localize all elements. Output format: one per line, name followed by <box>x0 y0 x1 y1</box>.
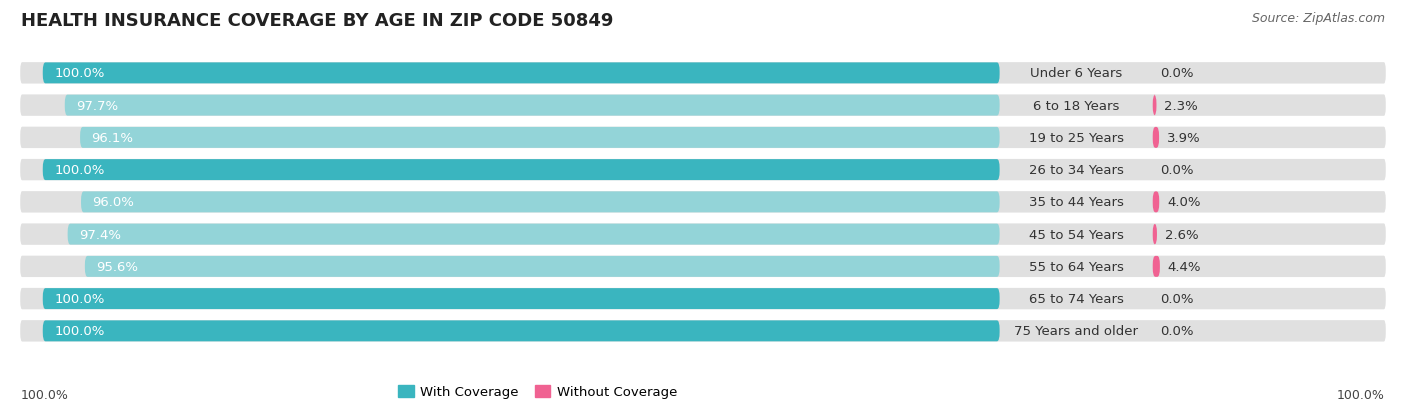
Text: 0.0%: 0.0% <box>1160 292 1194 305</box>
Text: Source: ZipAtlas.com: Source: ZipAtlas.com <box>1251 12 1385 25</box>
FancyBboxPatch shape <box>18 223 1388 247</box>
Text: 96.0%: 96.0% <box>93 196 135 209</box>
Text: 100.0%: 100.0% <box>21 388 69 401</box>
Text: 4.4%: 4.4% <box>1167 260 1201 273</box>
Text: 97.4%: 97.4% <box>79 228 121 241</box>
Text: 75 Years and older: 75 Years and older <box>1014 325 1139 337</box>
Text: 55 to 64 Years: 55 to 64 Years <box>1029 260 1123 273</box>
FancyBboxPatch shape <box>42 160 1000 180</box>
FancyBboxPatch shape <box>1153 256 1160 277</box>
FancyBboxPatch shape <box>42 63 1000 84</box>
Text: 100.0%: 100.0% <box>55 67 104 80</box>
Text: 2.6%: 2.6% <box>1164 228 1198 241</box>
Text: 0.0%: 0.0% <box>1160 67 1194 80</box>
Text: 100.0%: 100.0% <box>1337 388 1385 401</box>
Text: 4.0%: 4.0% <box>1167 196 1201 209</box>
FancyBboxPatch shape <box>18 319 1388 343</box>
FancyBboxPatch shape <box>82 192 1000 213</box>
Text: 100.0%: 100.0% <box>55 292 104 305</box>
Text: 35 to 44 Years: 35 to 44 Years <box>1029 196 1123 209</box>
FancyBboxPatch shape <box>80 128 1000 149</box>
Text: Under 6 Years: Under 6 Years <box>1031 67 1122 80</box>
FancyBboxPatch shape <box>1153 128 1159 149</box>
Text: 6 to 18 Years: 6 to 18 Years <box>1033 100 1119 112</box>
Text: 96.1%: 96.1% <box>91 132 134 145</box>
FancyBboxPatch shape <box>42 288 1000 309</box>
FancyBboxPatch shape <box>1153 224 1157 245</box>
FancyBboxPatch shape <box>18 94 1388 118</box>
Text: 3.9%: 3.9% <box>1167 132 1201 145</box>
Text: 100.0%: 100.0% <box>55 325 104 337</box>
Text: 45 to 54 Years: 45 to 54 Years <box>1029 228 1123 241</box>
Text: 0.0%: 0.0% <box>1160 325 1194 337</box>
Text: 19 to 25 Years: 19 to 25 Years <box>1029 132 1123 145</box>
FancyBboxPatch shape <box>65 95 1000 116</box>
FancyBboxPatch shape <box>18 190 1388 214</box>
Text: HEALTH INSURANCE COVERAGE BY AGE IN ZIP CODE 50849: HEALTH INSURANCE COVERAGE BY AGE IN ZIP … <box>21 12 613 30</box>
Text: 26 to 34 Years: 26 to 34 Years <box>1029 164 1123 177</box>
Text: 95.6%: 95.6% <box>97 260 138 273</box>
FancyBboxPatch shape <box>18 158 1388 182</box>
Text: 100.0%: 100.0% <box>55 164 104 177</box>
Text: 0.0%: 0.0% <box>1160 164 1194 177</box>
FancyBboxPatch shape <box>18 62 1388 86</box>
Text: 65 to 74 Years: 65 to 74 Years <box>1029 292 1123 305</box>
FancyBboxPatch shape <box>67 224 1000 245</box>
Text: 2.3%: 2.3% <box>1164 100 1198 112</box>
FancyBboxPatch shape <box>84 256 1000 277</box>
FancyBboxPatch shape <box>1153 95 1157 116</box>
Text: 97.7%: 97.7% <box>76 100 118 112</box>
FancyBboxPatch shape <box>42 320 1000 342</box>
Legend: With Coverage, Without Coverage: With Coverage, Without Coverage <box>392 380 683 404</box>
FancyBboxPatch shape <box>18 255 1388 279</box>
FancyBboxPatch shape <box>18 287 1388 311</box>
FancyBboxPatch shape <box>1153 192 1159 213</box>
FancyBboxPatch shape <box>18 126 1388 150</box>
